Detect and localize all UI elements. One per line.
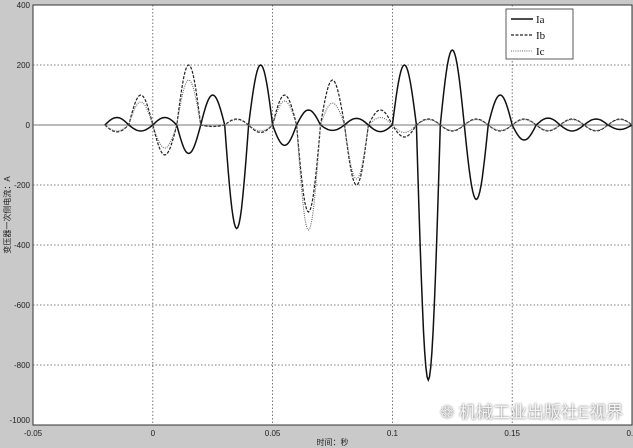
x-tick-label: 0: [151, 429, 156, 438]
x-tick-label: 0.2: [626, 429, 633, 438]
legend-label-ic: Ic: [536, 46, 545, 58]
watermark-icon: ❁: [440, 403, 459, 422]
y-tick-label: -1000: [10, 416, 31, 425]
plot-frame: [32, 4, 633, 426]
y-tick-label: 400: [17, 1, 31, 10]
y-tick-label: -400: [14, 241, 31, 250]
x-tick-label: 0.15: [504, 429, 520, 438]
legend-label-ib: Ib: [536, 30, 546, 42]
x-tick-label: 0.1: [387, 429, 399, 438]
x-tick-label: 0.05: [265, 429, 281, 438]
y-tick-label: -800: [14, 361, 31, 370]
x-axis-label: 时间：秒: [317, 437, 349, 447]
y-tick-label: -200: [14, 181, 31, 190]
series-line-ib: [104, 64, 633, 213]
y-axis-label: 变压器一次侧电流：A: [2, 176, 12, 254]
watermark: ❁ 机械工业出版社E视界: [440, 403, 623, 423]
plot-area: [33, 5, 632, 425]
y-tick-label: 0: [26, 121, 31, 130]
legend: [505, 8, 574, 60]
series-line-ic: [104, 79, 633, 231]
y-tick-label: -600: [14, 301, 31, 310]
legend-label-ia: Ia: [536, 14, 545, 26]
x-tick-label: -0.05: [24, 429, 43, 438]
watermark-text: 机械工业出版社E视界: [458, 403, 624, 422]
y-tick-label: 200: [17, 61, 31, 70]
